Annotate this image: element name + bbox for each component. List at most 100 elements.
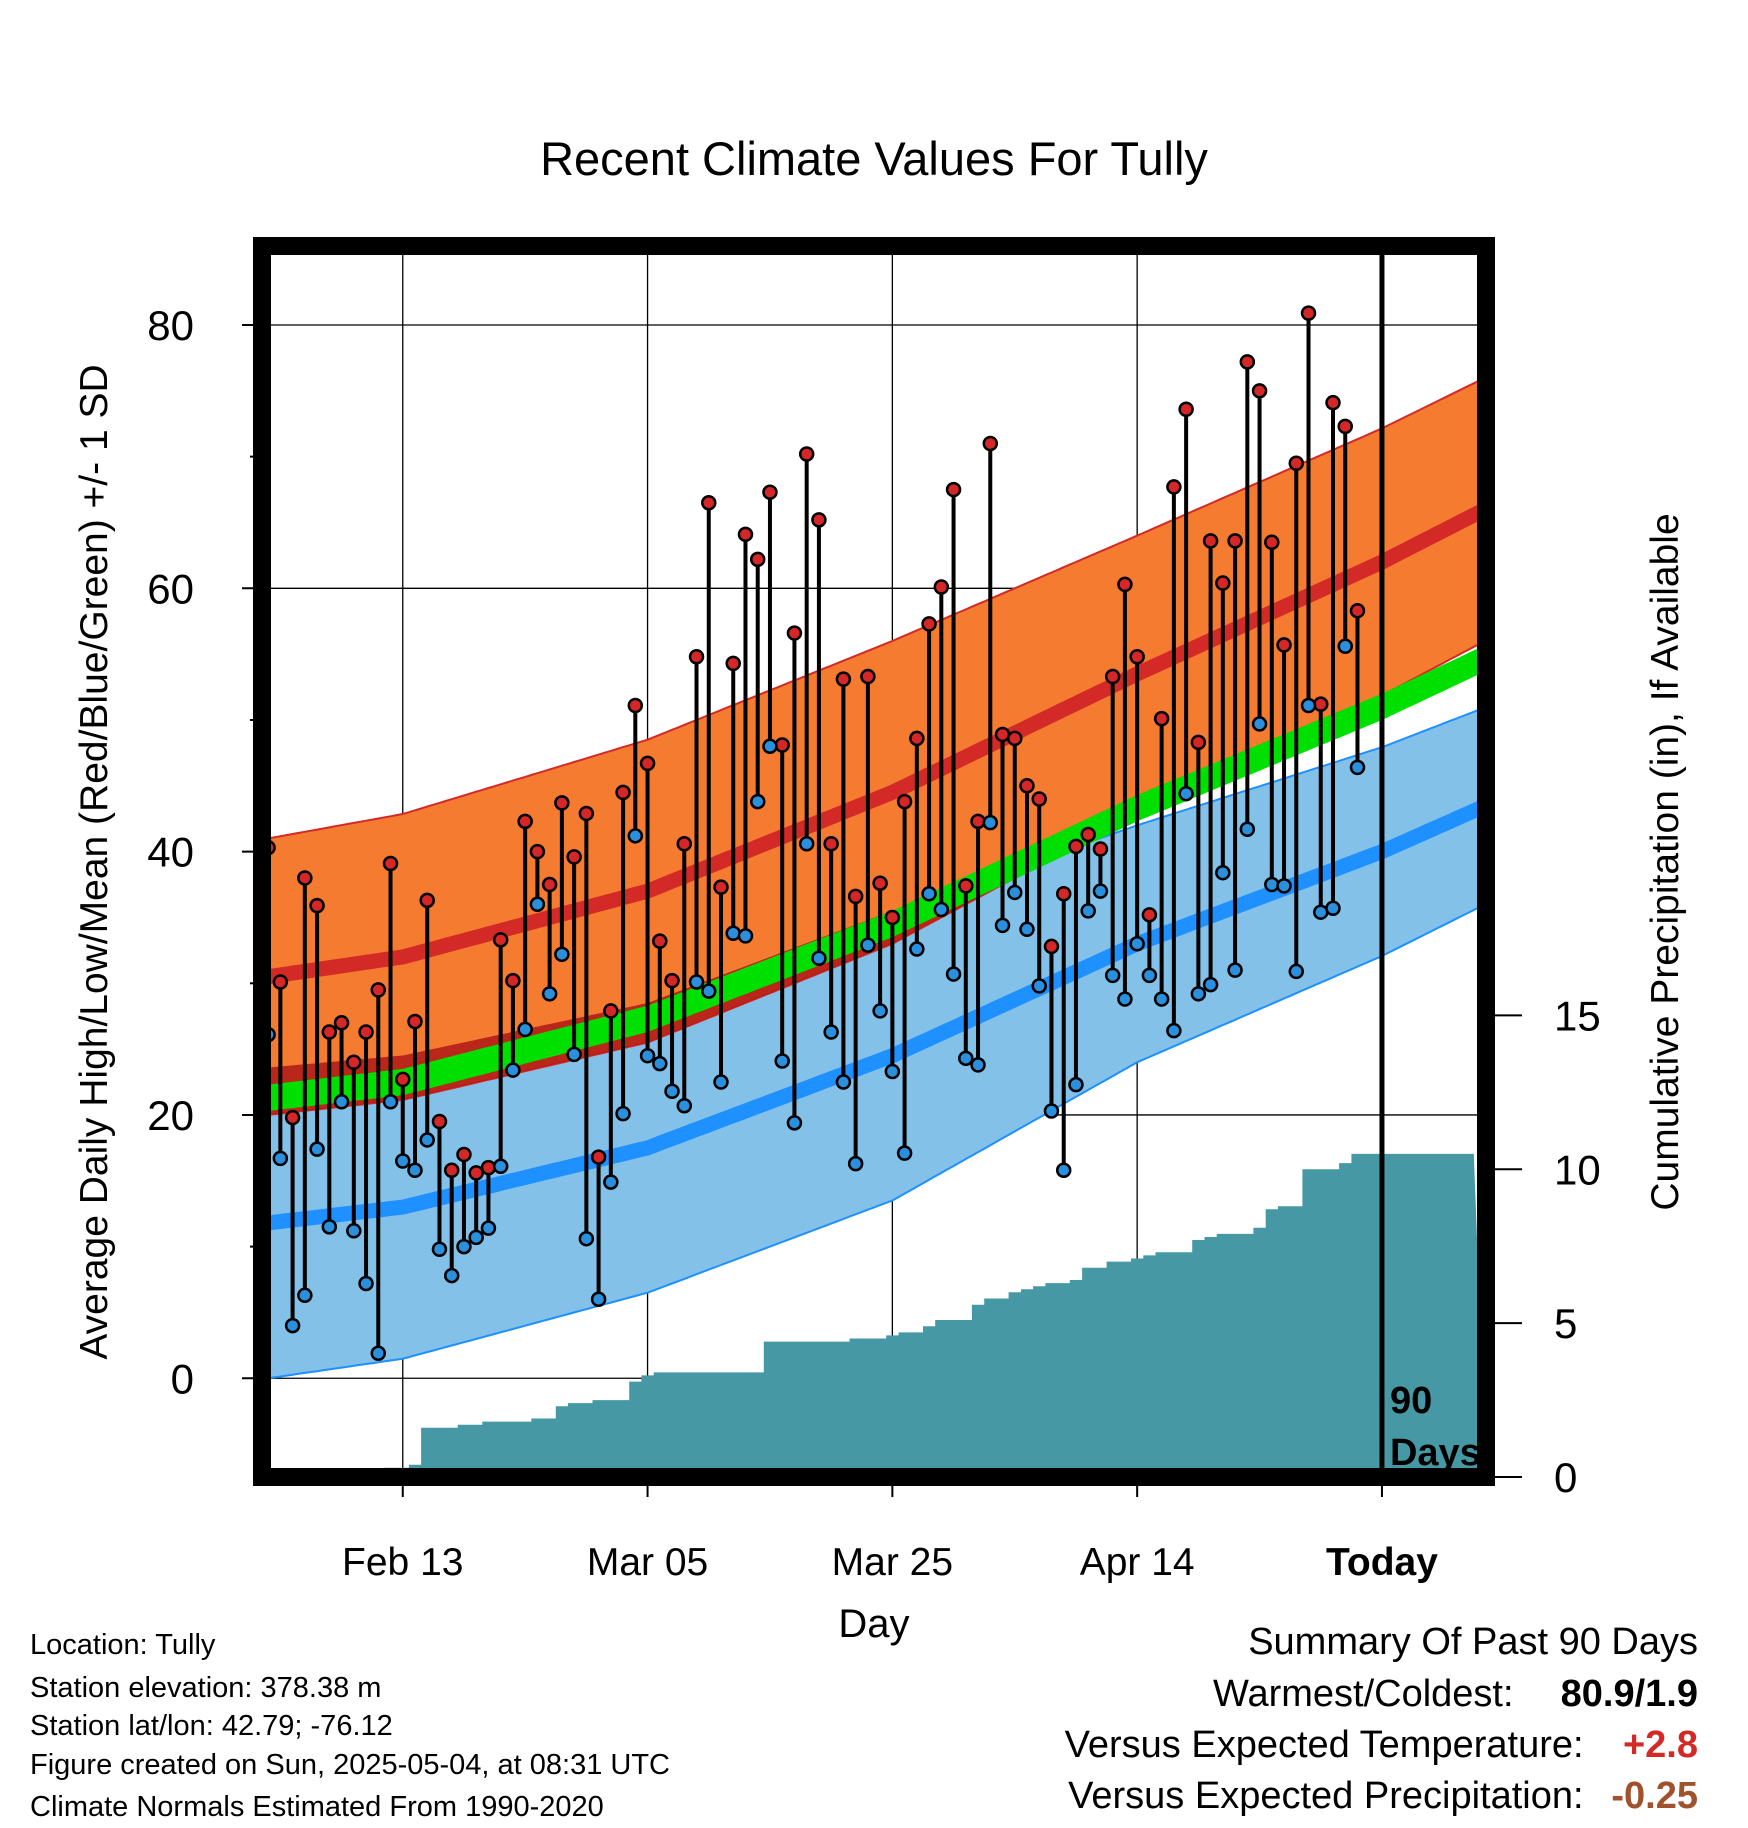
low-temp-point: [1007, 884, 1023, 901]
high-temp-point: [749, 551, 766, 568]
low-temp-point: [541, 986, 558, 1002]
low-temp-point: [566, 1046, 582, 1063]
high-temp-point: [443, 1162, 460, 1178]
high-temp-point: [835, 671, 852, 687]
low-temp-point: [774, 1053, 790, 1069]
high-temp-point: [382, 855, 399, 872]
low-temp-point: [762, 738, 778, 755]
low-temp-point: [725, 925, 741, 942]
low-temp-point: [419, 1132, 435, 1148]
high-temp-point: [505, 972, 521, 989]
high-temp-point: [1068, 838, 1084, 855]
high-temp-point: [688, 649, 705, 665]
low-temp-point: [1031, 978, 1047, 994]
high-temp-point: [358, 1024, 374, 1040]
low-temp-point: [639, 1047, 656, 1064]
low-temp-point: [456, 1238, 472, 1255]
summary-precip: Versus Expected Precipitation: -0.25: [1068, 1777, 1698, 1815]
high-temp-point: [1019, 778, 1035, 794]
high-temp-point: [982, 435, 999, 452]
low-temp-point: [652, 1055, 668, 1072]
x-tick-label: Mar 05: [587, 1541, 708, 1584]
low-temp-point: [1104, 967, 1121, 984]
low-temp-point: [554, 946, 570, 963]
low-temp-point: [358, 1275, 374, 1292]
high-temp-point: [1129, 649, 1145, 665]
high-temp-point: [701, 494, 717, 511]
low-temp-point: [1153, 991, 1170, 1007]
warm-cold-label: Warmest/Coldest:: [1212, 1673, 1514, 1715]
low-temp-point: [1288, 963, 1305, 980]
high-temp-point: [786, 625, 803, 641]
summary-temp: Versus Expected Temperature: +2.8: [1065, 1726, 1698, 1764]
high-temp-point: [1153, 710, 1170, 727]
low-temp-point: [958, 1050, 974, 1067]
high-temp-point: [590, 1149, 607, 1165]
high-temp-point: [1325, 394, 1341, 411]
low-temp-point: [701, 983, 717, 999]
low-temp-point: [1080, 903, 1096, 919]
low-temp-point: [664, 1083, 680, 1099]
low-temp-point: [1276, 878, 1292, 894]
low-temp-point: [578, 1230, 595, 1247]
high-temp-point: [958, 878, 974, 894]
high-temp-point: [529, 843, 546, 860]
low-temp-point: [529, 896, 546, 913]
normals-text: Climate Normals Estimated From 1990-2020: [30, 1791, 604, 1823]
high-temp-point: [1166, 479, 1182, 495]
high-temp-point: [909, 730, 925, 747]
high-temp-point: [1276, 637, 1292, 653]
plot-frame: [253, 237, 1495, 1486]
precipitation-fill: [262, 1153, 1486, 1477]
chart-title: Recent Climate Values For Tully: [540, 132, 1208, 185]
low-temp-point: [370, 1345, 387, 1361]
low-temp-point: [1227, 962, 1243, 978]
low-temp-point: [749, 793, 766, 810]
precip-label: Versus Expected Precipitation:: [1068, 1775, 1584, 1817]
today-marker: 90 Days: [1379, 246, 1481, 1477]
high-temp-point: [627, 697, 644, 714]
low-temp-point: [272, 1150, 289, 1167]
x-tick-label: Mar 25: [832, 1541, 953, 1584]
high-temp-point: [884, 909, 901, 926]
high-temp-point: [872, 875, 888, 891]
high-temp-point: [860, 668, 876, 685]
low-temp-point: [945, 966, 962, 982]
low-temp-point: [823, 1024, 839, 1040]
low-temp-point: [921, 886, 937, 902]
high-temp-point: [1055, 886, 1072, 902]
low-temp-point: [517, 1021, 533, 1038]
high-temp-point: [1313, 696, 1329, 712]
high-temp-point: [1141, 907, 1158, 923]
y-tick-label: 20: [147, 1092, 194, 1139]
high-temp-point: [407, 1013, 423, 1030]
summary-title-text: Summary Of Past 90 Days: [1248, 1621, 1698, 1663]
low-temp-point: [1092, 883, 1109, 899]
low-temp-point: [382, 1094, 399, 1110]
low-temp-point: [1055, 1162, 1072, 1178]
high-temp-point: [713, 879, 729, 895]
x-tick-label: Apr 14: [1080, 1541, 1195, 1584]
summary-title: Summary Of Past 90 Days: [1248, 1623, 1698, 1661]
low-temp-point: [309, 1141, 325, 1157]
high-temp-point: [456, 1146, 472, 1163]
temp-label: Versus Expected Temperature:: [1064, 1724, 1584, 1766]
high-temp-point: [1178, 401, 1194, 418]
low-temp-point: [1068, 1076, 1084, 1093]
x-axis-label: Day: [838, 1602, 909, 1646]
low-temp-point: [1251, 716, 1268, 732]
y2-tick-label: 5: [1554, 1300, 1577, 1347]
created-text: Figure created on Sun, 2025-05-04, at 08…: [30, 1749, 670, 1781]
low-temp-point: [1300, 697, 1317, 714]
precip-value: -0.25: [1611, 1775, 1698, 1817]
high-temp-point: [603, 1003, 619, 1019]
high-temp-point: [1043, 938, 1060, 955]
high-temp-point: [639, 755, 656, 772]
low-temp-point: [860, 937, 876, 953]
low-temp-point: [492, 1158, 509, 1175]
low-temp-point: [284, 1317, 301, 1334]
low-temp-point: [1202, 976, 1219, 993]
high-temp-point: [346, 1054, 362, 1071]
low-temp-point: [346, 1223, 362, 1239]
low-temp-point: [970, 1057, 986, 1073]
